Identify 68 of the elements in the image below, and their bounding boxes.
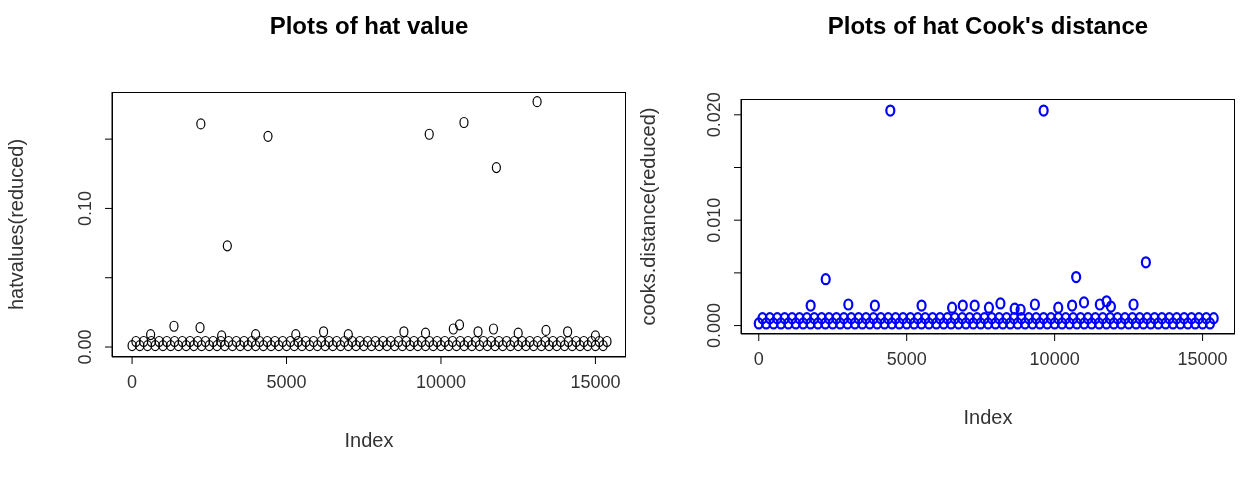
- x-tick-label: 0: [753, 349, 764, 369]
- point: [399, 326, 409, 338]
- x-tick-label: 10000: [415, 372, 466, 392]
- point: [590, 330, 601, 342]
- point: [946, 301, 958, 314]
- point: [916, 299, 927, 312]
- point: [1140, 256, 1151, 269]
- point: [969, 299, 980, 312]
- point: [488, 323, 499, 335]
- point: [1071, 270, 1082, 284]
- point: [1094, 298, 1105, 311]
- point: [291, 328, 301, 341]
- point: [196, 118, 206, 130]
- point: [222, 240, 232, 252]
- point: [146, 328, 156, 341]
- point: [459, 116, 469, 129]
- x-tick-label: 10000: [1029, 349, 1080, 369]
- y-axis-title: hatvalues(reduced): [5, 138, 28, 311]
- point: [805, 299, 816, 312]
- chart-title: Plots of hat value: [268, 12, 470, 40]
- point: [1009, 302, 1020, 315]
- point: [885, 104, 896, 117]
- point: [1101, 295, 1112, 308]
- x-tick-label: 0: [127, 372, 138, 392]
- point: [532, 96, 542, 108]
- x-axis-title: Index: [963, 406, 1013, 428]
- point: [343, 328, 353, 341]
- point: [995, 297, 1006, 310]
- y-axis-title: cooks.distance(reduced): [637, 107, 660, 326]
- point: [473, 326, 483, 338]
- y-tick-label: 0.020: [704, 92, 724, 138]
- x-tick-label: 5000: [266, 372, 307, 392]
- point: [424, 128, 434, 140]
- y-tick-label: 0.00: [75, 329, 95, 365]
- point: [263, 130, 273, 142]
- x-axis-title: Index: [344, 429, 394, 451]
- point: [448, 323, 458, 335]
- point: [1067, 299, 1078, 312]
- point: [513, 327, 523, 339]
- point: [251, 328, 261, 341]
- y-tick-label: 0.010: [704, 197, 724, 243]
- point: [169, 320, 179, 332]
- point: [420, 327, 431, 339]
- x-tick-label: 5000: [886, 349, 927, 369]
- point: [1078, 296, 1090, 309]
- point: [869, 299, 880, 312]
- point: [318, 326, 329, 338]
- x-tick-label: 15000: [570, 372, 621, 392]
- point: [1053, 301, 1064, 314]
- point: [1105, 300, 1117, 313]
- point: [1015, 303, 1026, 316]
- point: [454, 319, 465, 331]
- point: [843, 298, 854, 311]
- y-tick-label: 0.000: [704, 303, 724, 349]
- y-tick-label: 0.10: [75, 190, 95, 226]
- point: [1029, 298, 1040, 311]
- point: [541, 324, 551, 336]
- x-tick-label: 15000: [1177, 349, 1228, 369]
- point: [983, 301, 995, 314]
- point: [957, 299, 968, 312]
- point: [820, 273, 831, 286]
- point: [217, 330, 227, 342]
- point: [195, 322, 205, 334]
- point: [1038, 104, 1049, 117]
- point: [563, 326, 573, 338]
- point: [1128, 298, 1139, 311]
- chart-title: Plots of hat Cook's distance: [826, 12, 1150, 40]
- point: [491, 161, 501, 174]
